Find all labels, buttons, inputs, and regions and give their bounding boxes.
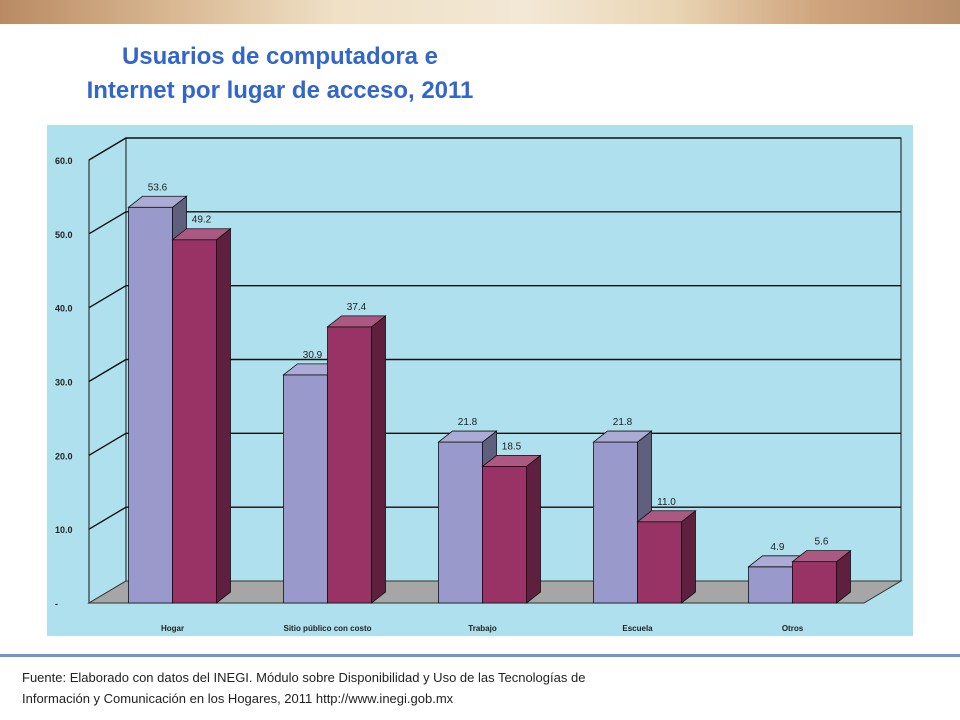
y-tick-label: 50.0 [55, 230, 73, 240]
data-label: 11.0 [657, 497, 676, 508]
bar-trabajo-2 [481, 454, 542, 604]
source-note: Fuente: Elaborado con datos del INEGI. M… [22, 667, 742, 709]
y-tick-label: 40.0 [55, 304, 73, 314]
bar-escuela-2 [636, 509, 697, 604]
y-tick-label: - [55, 599, 58, 609]
bar-otros-2 [791, 549, 852, 604]
bar-front [172, 239, 217, 604]
source-line-1: Fuente: Elaborado con datos del INEGI. M… [22, 670, 586, 685]
top-banner [0, 0, 960, 24]
bar-front [792, 561, 837, 604]
data-label: 4.9 [771, 542, 785, 553]
x-tick-label: Otros [782, 624, 804, 633]
x-tick-label: Trabajo [468, 624, 497, 633]
bar-front [283, 374, 328, 604]
bar-side [526, 454, 541, 604]
bar-front [482, 466, 527, 604]
bar-front [327, 326, 372, 604]
y-tick-label: 30.0 [55, 378, 73, 388]
y-tick-label: 20.0 [55, 451, 73, 461]
gridline [88, 137, 901, 161]
data-label: 30.9 [303, 350, 323, 361]
bar-side [216, 227, 231, 604]
y-tick-label: 10.0 [55, 525, 73, 535]
bar-top [636, 510, 697, 523]
bar-top [592, 430, 653, 443]
bar-front [748, 566, 793, 604]
data-label: 49.2 [192, 215, 212, 226]
bar-front [637, 521, 682, 604]
bar-top [437, 430, 498, 443]
bar-front [593, 441, 638, 604]
data-label: 21.8 [458, 417, 478, 428]
bar-side [371, 315, 386, 604]
bar-front [128, 206, 173, 604]
data-label: 5.6 [815, 537, 829, 548]
bar-top [171, 228, 232, 241]
bar-sitio-p-blico-con-costo-2 [326, 315, 387, 604]
data-label: 37.4 [347, 302, 367, 313]
title-line-2: Internet por lugar de acceso, 2011 [86, 77, 474, 104]
bar-top [791, 550, 852, 563]
bar-chart: - 10.0 20.0 30.0 40.0 50.0 60.0 53.6 49.2 Hogar 30… [47, 125, 913, 636]
divider-line [0, 654, 960, 657]
gridline [88, 358, 901, 383]
x-tick-label: Hogar [161, 624, 184, 633]
bar-side [681, 509, 696, 604]
bar-top [326, 315, 387, 328]
bar-top [127, 195, 188, 208]
data-label: 18.5 [502, 441, 522, 452]
bar-hogar-2 [171, 227, 232, 604]
gridline [88, 211, 901, 235]
gridline [88, 284, 901, 309]
data-label: 21.8 [613, 417, 633, 428]
y-tick-label: 60.0 [55, 156, 73, 166]
bar-front [438, 441, 483, 604]
source-line-2: Información y Comunicación en los Hogare… [22, 691, 454, 706]
x-tick-label: Sitio público con costo [284, 624, 372, 633]
data-label: 53.6 [148, 182, 168, 193]
title-line-1: Usuarios de computadora e [121, 43, 439, 70]
x-tick-label: Escuela [622, 624, 653, 633]
bar-top [481, 455, 542, 467]
page-title: Usuarios de computadora e Internet por l… [30, 40, 530, 108]
